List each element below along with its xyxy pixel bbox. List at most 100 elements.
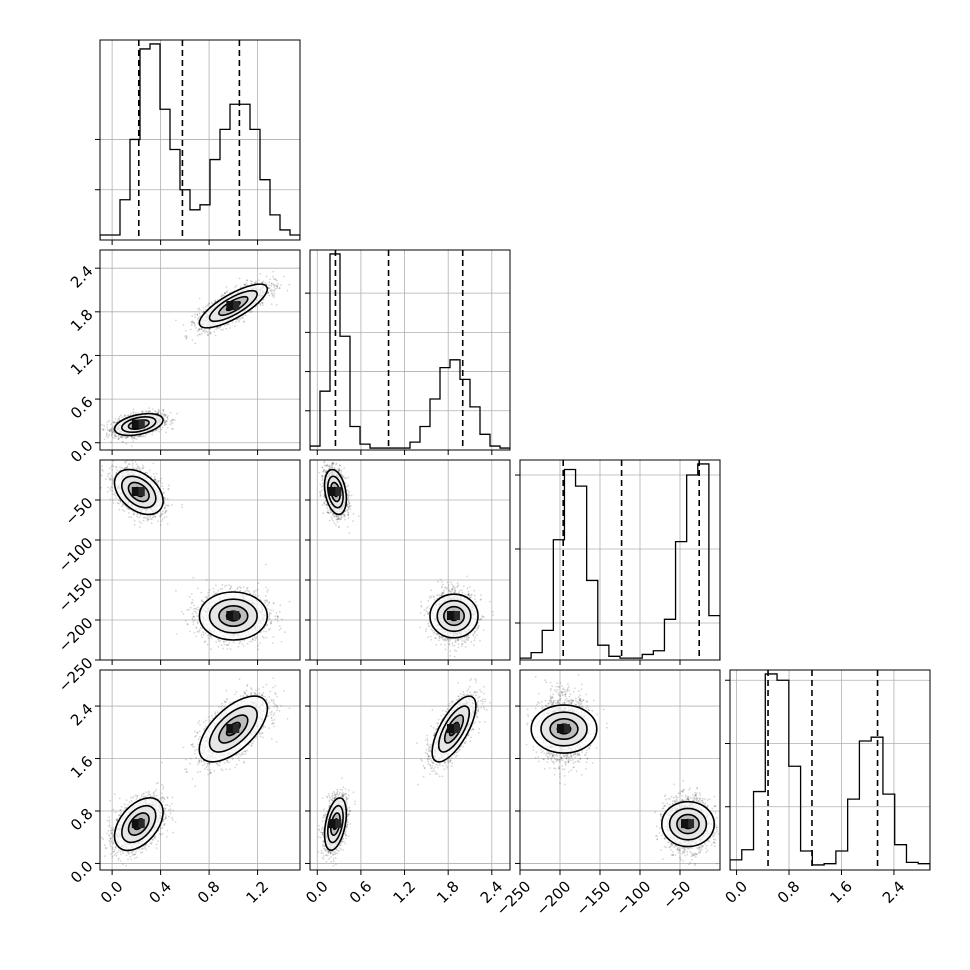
sample-point (125, 436, 128, 439)
sample-point (145, 433, 148, 436)
sample-point (272, 283, 275, 286)
sample-point (105, 433, 108, 436)
sample-point (278, 287, 281, 289)
sample-point (120, 436, 122, 438)
sample-point (114, 435, 117, 437)
sample-point (222, 328, 224, 331)
sample-point (199, 315, 201, 317)
sample-point (111, 475, 113, 477)
sample-point (244, 284, 247, 286)
sample-point (119, 501, 122, 504)
sample-point (165, 419, 168, 422)
sample-point (145, 517, 148, 519)
sample-point (190, 323, 193, 326)
sample-point (139, 435, 142, 438)
sample-point (217, 327, 220, 330)
sample-point (127, 463, 130, 465)
sample-point (111, 431, 114, 434)
sample-point (228, 323, 231, 326)
sample-point (102, 428, 105, 431)
sample-point (182, 324, 185, 326)
sample-point (147, 518, 150, 521)
sample-point (159, 480, 162, 482)
sample-point (110, 427, 113, 430)
sample-point (173, 419, 176, 421)
sample-point (141, 410, 144, 412)
sample-point (112, 430, 115, 432)
sample-point (238, 277, 241, 280)
sample-point (138, 468, 141, 470)
sample-point (110, 423, 112, 426)
sample-point (132, 440, 135, 443)
sample-point (145, 410, 148, 413)
sample-point (115, 497, 117, 500)
sample-point (116, 469, 119, 472)
sample-point (147, 515, 150, 518)
sample-point (261, 281, 264, 284)
sample-point (161, 518, 164, 521)
sample-point (120, 436, 123, 439)
sample-point (167, 487, 170, 490)
sample-point (209, 332, 212, 335)
scatter-panel-2-0: −250−200−150−100−50 (55, 459, 301, 696)
sample-point (121, 503, 124, 505)
sample-point (239, 317, 242, 320)
sample-point (273, 285, 276, 288)
sample-point (136, 435, 139, 438)
sample-point (127, 414, 130, 417)
sample-point (198, 297, 201, 300)
sample-point (169, 420, 172, 422)
sample-point (113, 421, 116, 423)
sample-point (259, 273, 262, 275)
sample-point (163, 420, 166, 422)
sample-point (96, 426, 98, 428)
sample-point (107, 429, 110, 432)
sample-point (270, 303, 273, 305)
sample-point (158, 430, 160, 433)
sample-point (135, 467, 138, 470)
sample-point (163, 413, 166, 416)
sample-point (107, 475, 109, 478)
sample-point (198, 327, 201, 330)
sample-point (190, 321, 193, 323)
sample-point (144, 435, 146, 438)
sample-point (150, 522, 153, 525)
sample-point (103, 438, 106, 441)
sample-point (133, 436, 136, 439)
sample-point (123, 414, 126, 416)
sample-point (118, 437, 120, 440)
sample-point (172, 428, 175, 431)
sample-point (135, 412, 137, 414)
sample-point (132, 408, 135, 410)
sample-point (185, 336, 188, 339)
sample-point (196, 313, 199, 316)
hist-panel-1 (305, 249, 511, 455)
sample-point (119, 466, 121, 469)
sample-point (109, 478, 111, 481)
sample-point (276, 279, 278, 282)
sample-point (202, 311, 205, 313)
sample-point (235, 284, 238, 287)
sample-point (192, 320, 194, 323)
sample-point (245, 282, 248, 285)
sample-point (160, 520, 163, 523)
sample-point (111, 486, 114, 489)
sample-point (107, 490, 109, 493)
sample-point (133, 512, 136, 514)
sample-point (157, 520, 159, 523)
sample-point (158, 409, 160, 412)
sample-point (110, 485, 113, 488)
sample-point (140, 522, 143, 524)
sample-point (164, 415, 167, 417)
sample-point (268, 281, 270, 284)
sample-point (117, 419, 119, 422)
sample-point (194, 325, 196, 327)
sample-point (268, 287, 271, 290)
sample-point (234, 286, 237, 289)
sample-point (226, 323, 229, 326)
sample-point (225, 286, 228, 288)
sample-point (166, 416, 169, 419)
sample-point (129, 414, 132, 416)
sample-point (255, 280, 257, 283)
sample-point (124, 467, 127, 469)
